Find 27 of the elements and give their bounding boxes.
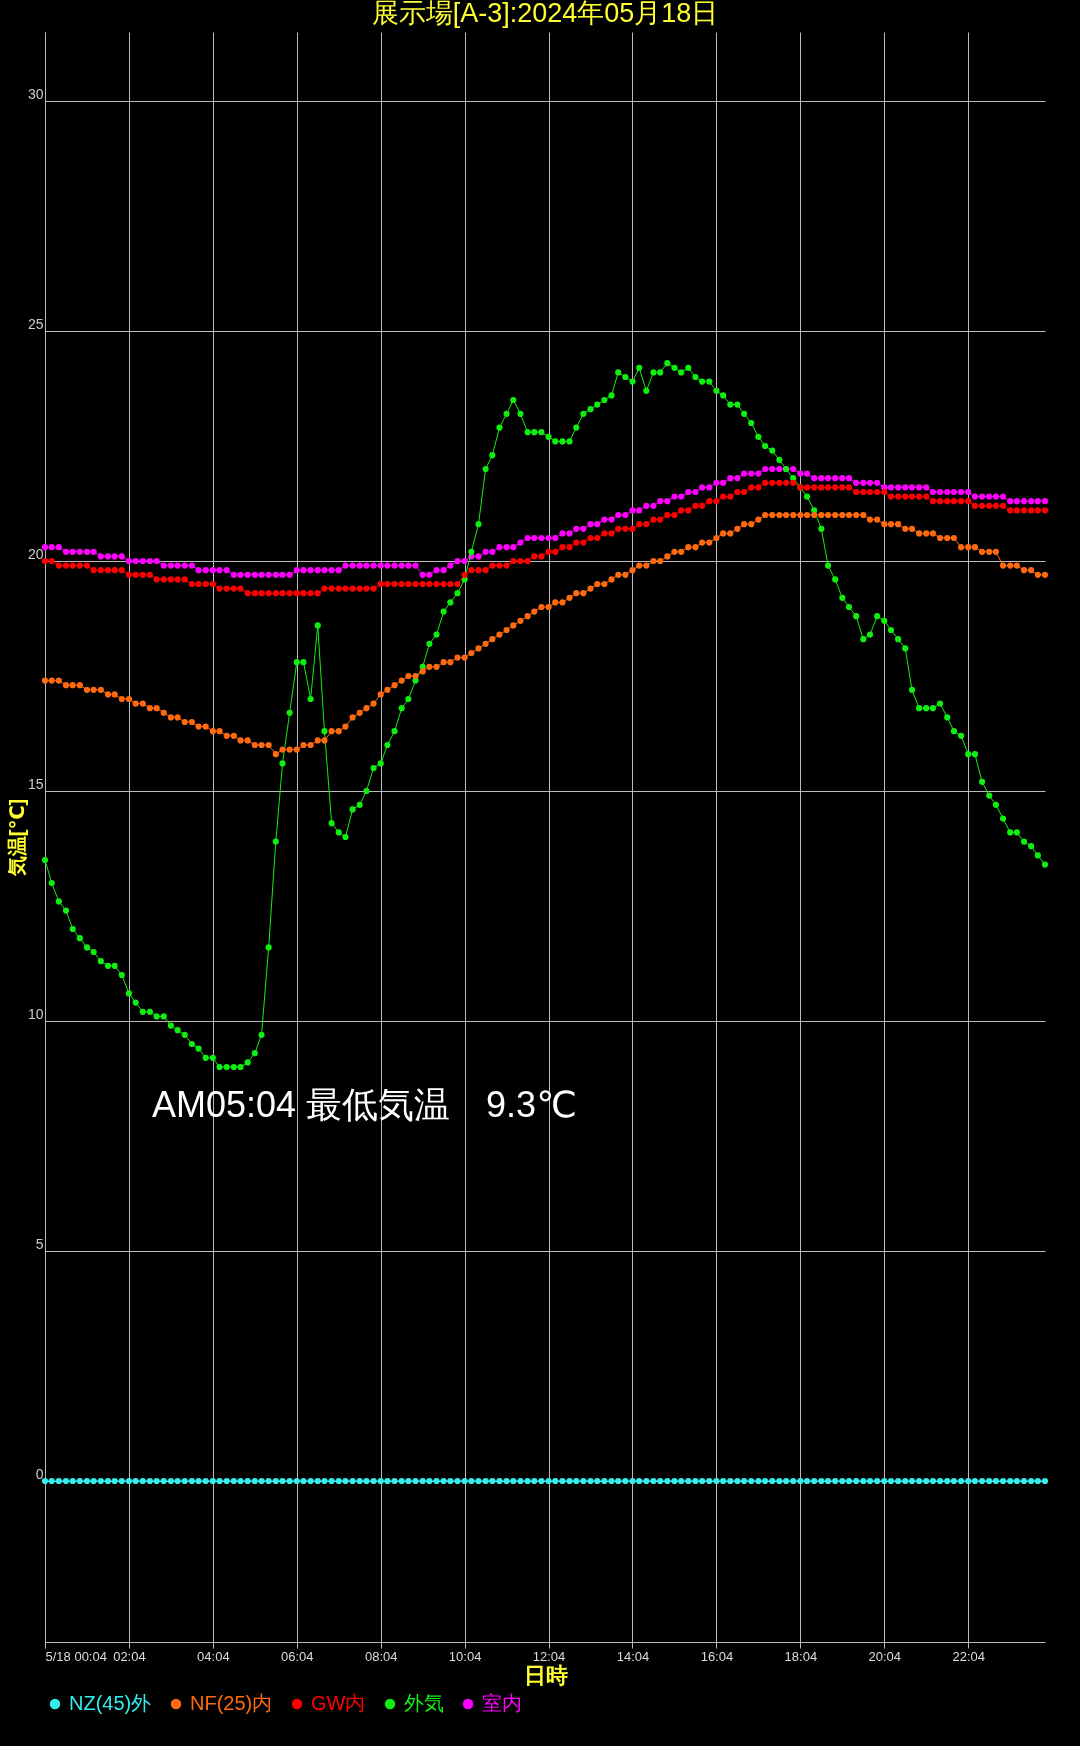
x-tick-label: 18:04 <box>784 1648 818 1664</box>
x-tick-label: 06:04 <box>281 1648 314 1664</box>
legend-label: GW内 <box>311 1692 366 1714</box>
chart-title: 展示場[A-3]:2024年05月18日 <box>371 0 719 28</box>
y-tick-label: 10 <box>27 1005 44 1022</box>
x-tick-label: 04:04 <box>197 1648 230 1664</box>
x-tick-label: 16:04 <box>700 1648 734 1664</box>
legend-label: 外気 <box>404 1692 444 1714</box>
x-tick-label: 22:04 <box>952 1648 985 1664</box>
y-tick-label: 20 <box>27 545 44 562</box>
y-tick-label: 25 <box>27 315 44 332</box>
x-axis-title: 日時 <box>523 1662 568 1688</box>
x-tick-label: 20:04 <box>868 1648 902 1664</box>
legend-label: 室内 <box>482 1692 522 1714</box>
x-tick-label: 08:04 <box>364 1648 398 1664</box>
x-tick-label: 12:04 <box>532 1648 566 1664</box>
x-tick-label: 5/18 00:04 <box>45 1648 107 1664</box>
y-tick-label: 5 <box>35 1235 44 1252</box>
x-tick-label: 14:04 <box>616 1648 650 1664</box>
y-tick-label: 15 <box>27 775 44 792</box>
y-tick-label: 0 <box>35 1465 44 1482</box>
y-axis-title: 気温[℃] <box>5 798 28 878</box>
y-tick-label: 30 <box>27 85 44 102</box>
x-tick-label: 10:04 <box>448 1648 482 1664</box>
legend-label: NZ(45)外 <box>69 1692 152 1714</box>
x-tick-label: 02:04 <box>113 1648 146 1664</box>
legend-label: NF(25)内 <box>190 1692 273 1714</box>
